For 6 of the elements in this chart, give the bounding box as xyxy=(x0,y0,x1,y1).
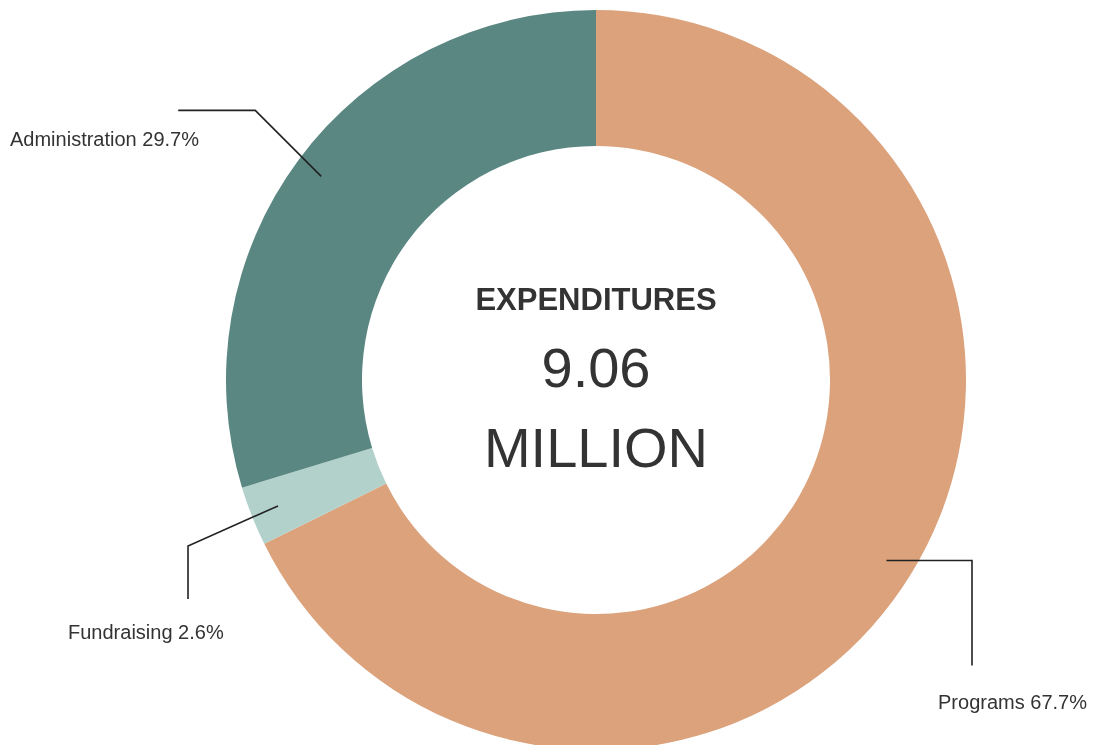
text: MILLION xyxy=(483,416,709,479)
text: 9.06 xyxy=(541,336,651,399)
slice-label: Programs 67.7% xyxy=(938,690,1088,713)
slice-label: Fundraising 2.6% xyxy=(68,620,224,643)
slice-label: Administration 29.7% xyxy=(10,128,200,151)
text: EXPENDITURES xyxy=(475,282,717,317)
